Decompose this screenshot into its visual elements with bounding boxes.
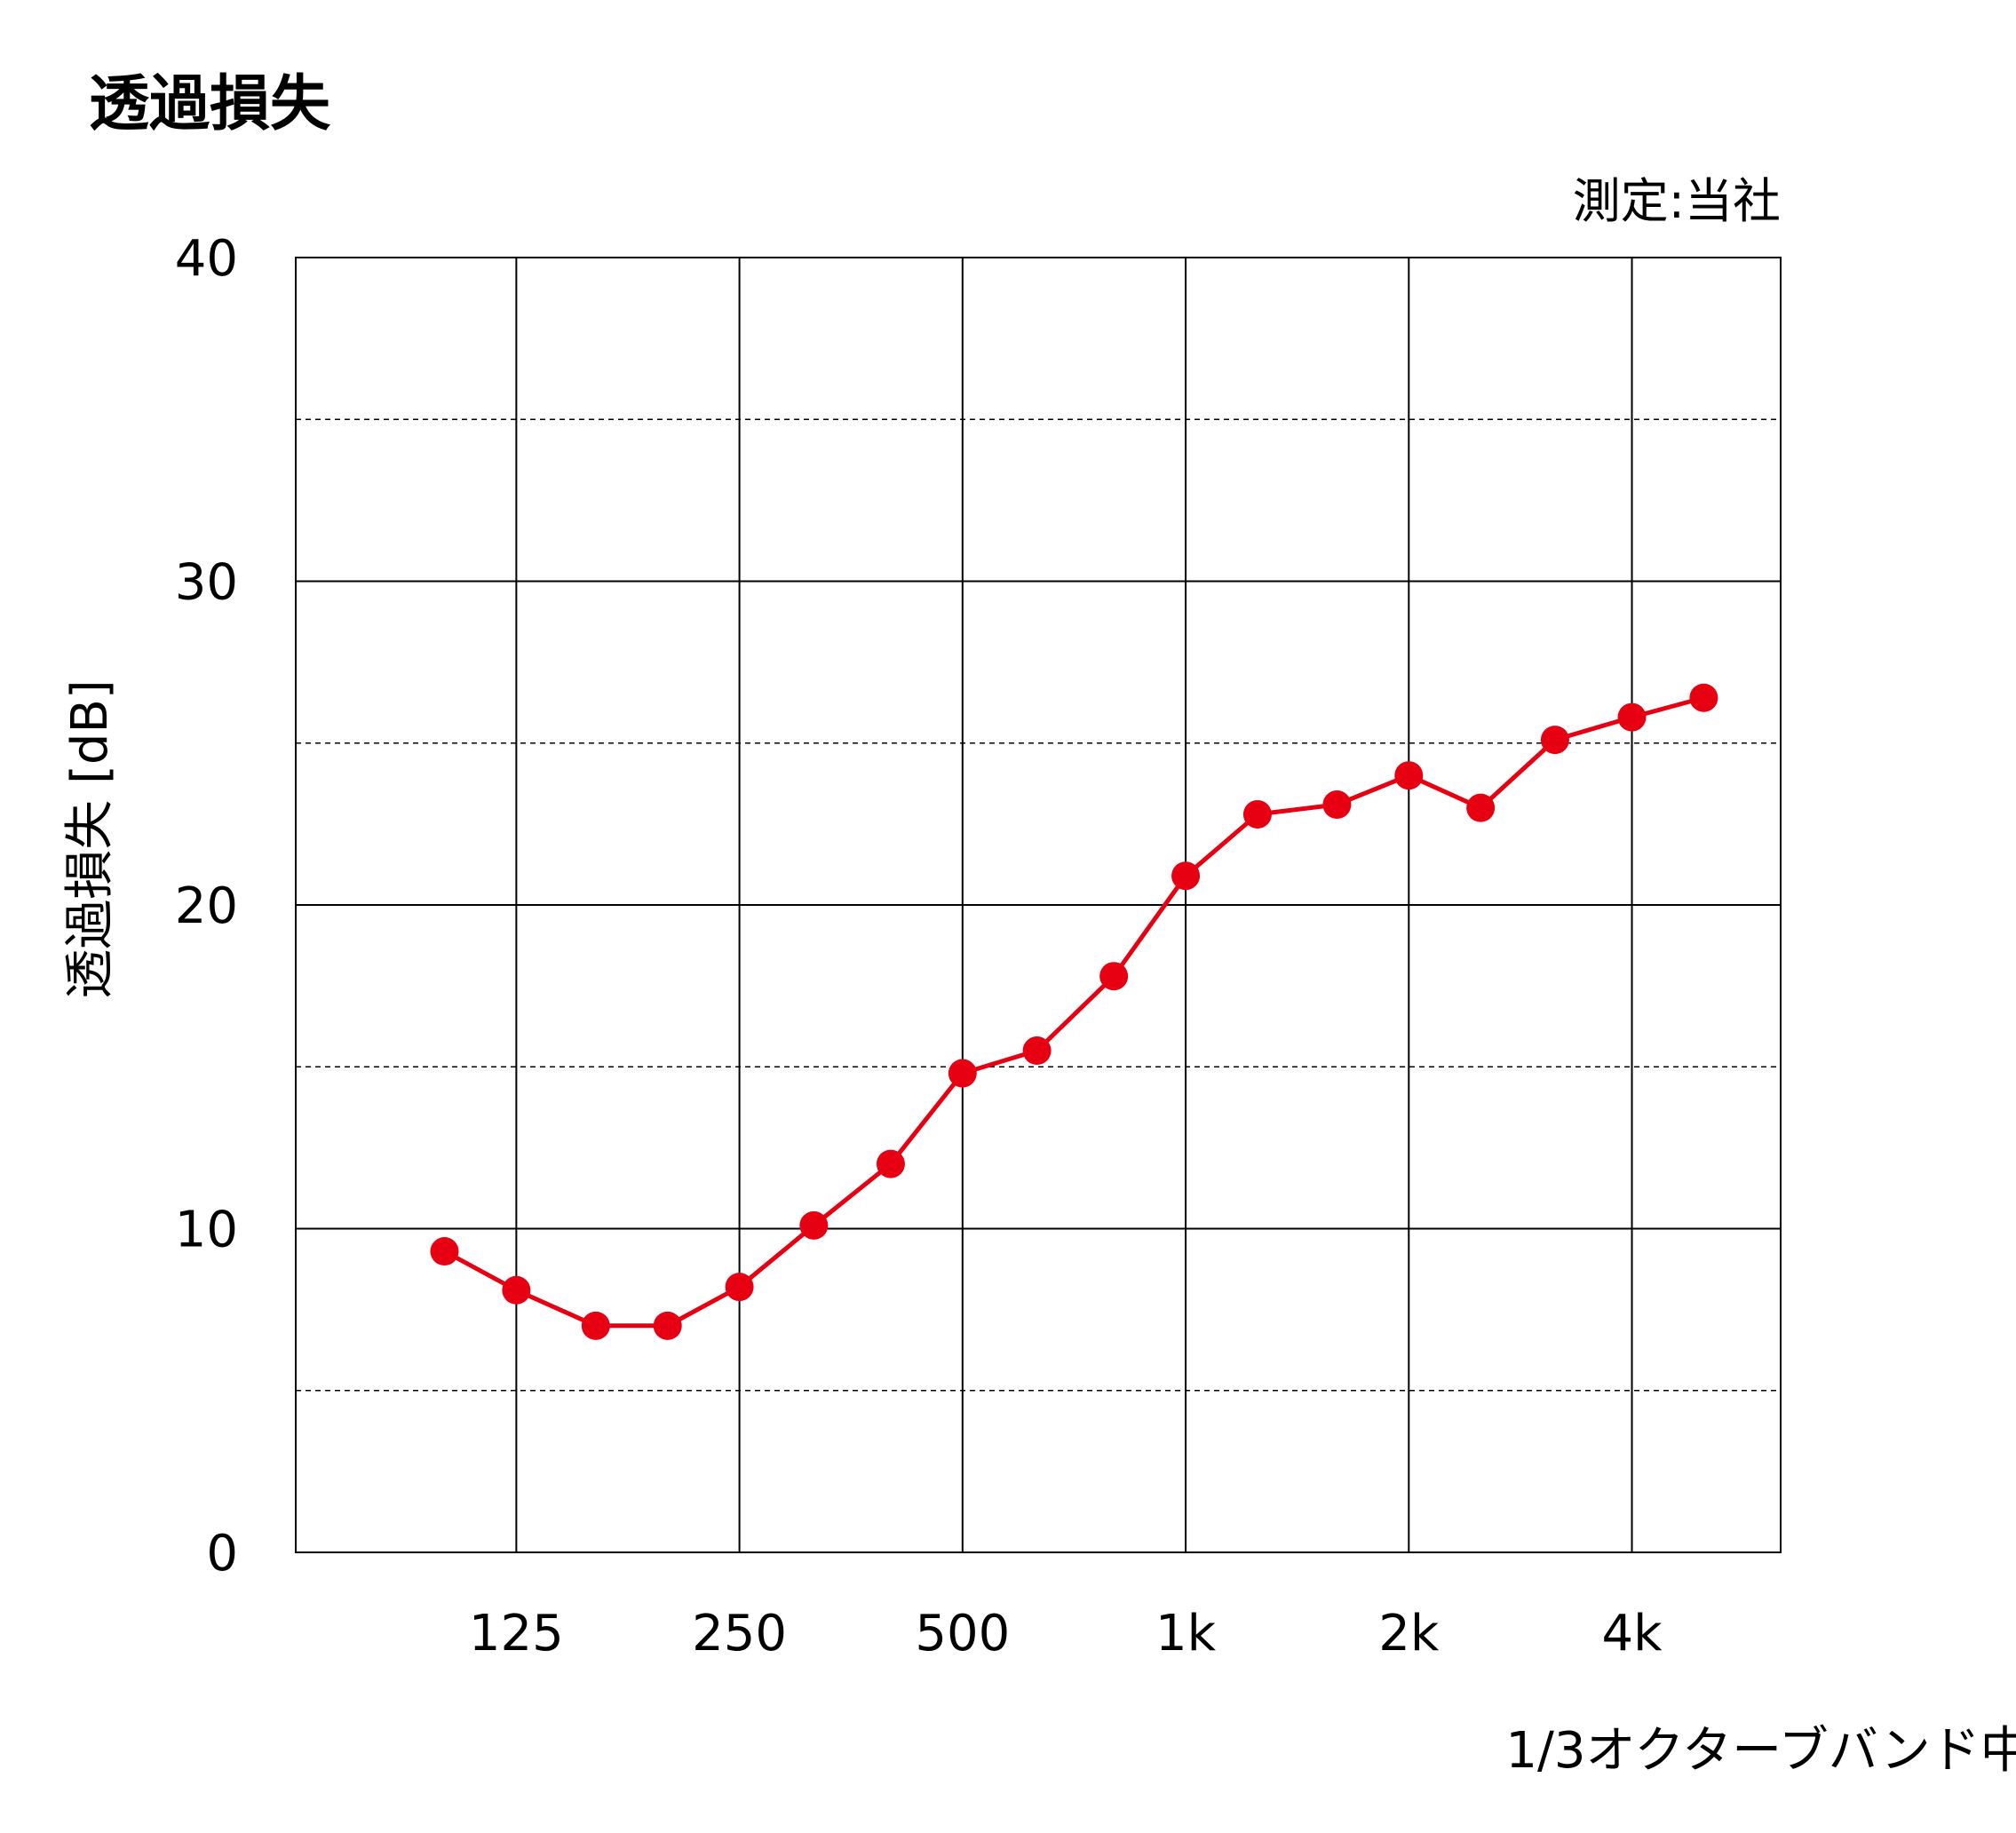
y-tick-label: 0 [206,1525,238,1583]
data-point [725,1273,754,1302]
y-tick-label: 20 [175,877,238,935]
series-line [443,695,1705,1329]
y-tick-label: 30 [175,554,238,612]
y-tick-label: 40 [175,230,238,288]
x-tick-label: 500 [915,1605,1010,1662]
data-point [1242,799,1272,829]
data-point [1466,793,1496,822]
data-point [1322,790,1352,820]
data-point [1099,962,1129,991]
data-point [799,1210,829,1240]
x-tick-label: 125 [469,1605,564,1662]
data-point [1022,1036,1052,1066]
x-tick-label: 2k [1378,1605,1440,1662]
data-point [1540,726,1569,755]
grid [296,258,1781,1552]
x-tick-label: 4k [1601,1605,1663,1662]
data-point [1617,702,1647,732]
data-point [581,1311,610,1340]
x-tick-labels: 125 250 500 1k 2k 4k [469,1605,1663,1662]
data-point [430,1237,459,1266]
y-tick-labels: 0 10 20 30 40 [175,230,238,1583]
data-point [502,1275,531,1305]
data-points [430,683,1718,1340]
data-point [1689,683,1718,712]
plot-frame [295,257,1782,1553]
y-axis-label: 透過損失 [dB] [61,679,119,998]
x-tick-label: 250 [692,1605,787,1662]
data-point [1394,761,1424,790]
data-point [876,1149,905,1178]
x-axis-label: 1/3オクターブバンド中心周波数 [Hz] [1505,1722,2016,1780]
chart-title: 透過損失 [89,69,331,139]
y-tick-label: 10 [175,1202,238,1259]
data-point [653,1311,682,1340]
x-tick-label: 1k [1155,1605,1217,1662]
measurement-note: 測定:当社 [1573,173,1781,229]
data-point [948,1059,977,1088]
data-point [1171,861,1201,891]
